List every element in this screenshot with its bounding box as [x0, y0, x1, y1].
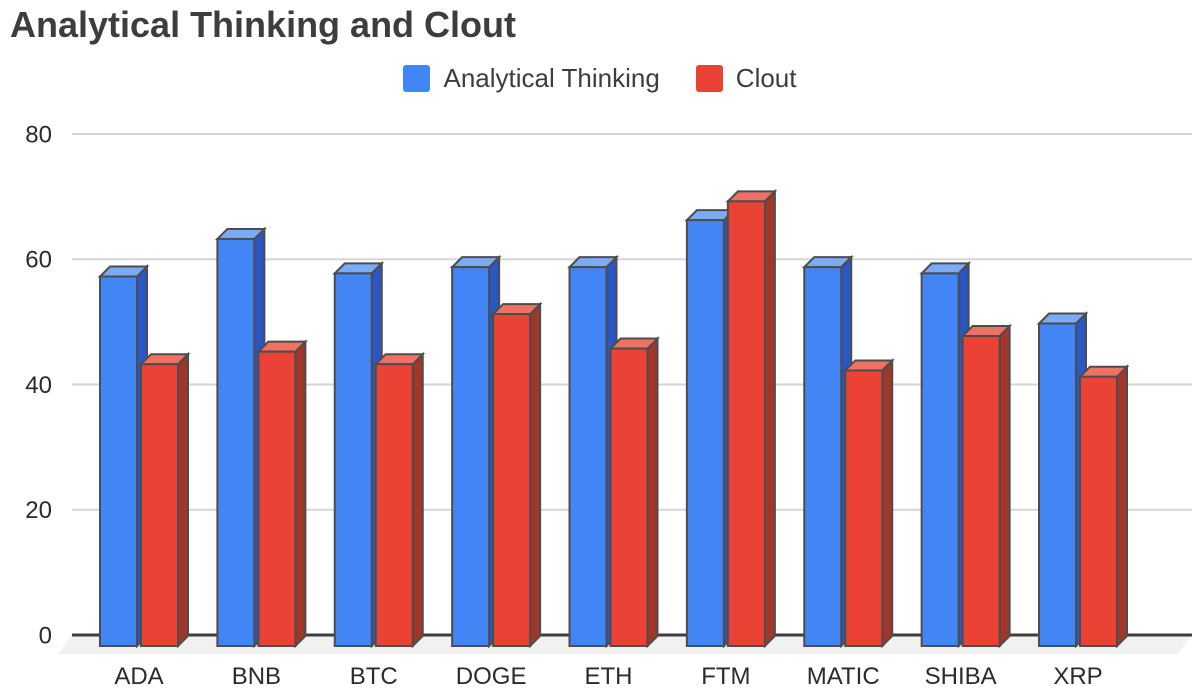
bar-analytical-thinking-ada [99, 275, 138, 647]
bar-side-clout-ada [177, 351, 189, 649]
y-tick-label-40: 40 [25, 372, 52, 399]
bar-analytical-thinking-ftm [685, 219, 725, 647]
x-tick-label-doge: DOGE [456, 663, 527, 690]
x-tick-label-shiba: SHIBA [925, 663, 997, 690]
bar-analytical-thinking-eth [568, 266, 608, 647]
bar-clout-matic [844, 369, 884, 647]
bar-clout-bnb [257, 350, 297, 647]
bar-clout-doge [492, 313, 532, 647]
bar-side-clout-bnb [294, 339, 307, 649]
x-tick-label-ftm: FTM [701, 663, 750, 690]
bar-side-clout-doge [529, 301, 542, 649]
bar-clout-shiba [961, 335, 1001, 647]
x-tick-label-xrp: XRP [1053, 663, 1102, 690]
bar-analytical-thinking-doge [451, 266, 491, 647]
legend-item-clout: Clout [695, 63, 797, 94]
y-tick-label-20: 20 [25, 497, 52, 524]
legend-label-clout: Clout [735, 63, 797, 93]
x-tick-label-ada: ADA [114, 663, 163, 690]
x-tick-label-btc: BTC [350, 663, 398, 690]
x-tick-label-matic: MATIC [807, 663, 880, 690]
bar-analytical-thinking-shiba [920, 272, 960, 647]
bar-side-clout-shiba [998, 323, 1011, 649]
bar-side-clout-xrp [1116, 364, 1128, 649]
legend-swatch-analytical-thinking [403, 65, 431, 92]
y-tick-label-60: 60 [25, 247, 52, 274]
bar-side-clout-btc [411, 351, 424, 649]
bar-analytical-thinking-xrp [1038, 322, 1077, 647]
y-tick-label-0: 0 [39, 622, 52, 649]
bar-clout-eth [609, 347, 649, 647]
legend: Analytical Thinking Clout [0, 63, 1200, 94]
x-tick-label-eth: ETH [585, 663, 633, 690]
bar-analytical-thinking-bnb [216, 237, 256, 647]
bar-side-clout-eth [646, 336, 659, 649]
bar-clout-ada [140, 363, 179, 647]
legend-swatch-clout [695, 65, 723, 92]
x-tick-label-bnb: BNB [232, 663, 281, 690]
chart-title: Analytical Thinking and Clout [10, 4, 517, 45]
legend-label-analytical-thinking: Analytical Thinking [443, 63, 660, 93]
bar-side-clout-matic [881, 358, 894, 649]
bar-clout-xrp [1079, 375, 1118, 647]
bar-clout-ftm [726, 200, 766, 648]
y-tick-label-80: 80 [25, 121, 52, 148]
bar-clout-btc [374, 363, 414, 647]
bar-side-clout-ftm [763, 188, 776, 649]
bar-analytical-thinking-btc [333, 272, 373, 647]
bar-analytical-thinking-matic [803, 266, 843, 647]
legend-item-analytical-thinking: Analytical Thinking [403, 63, 660, 94]
